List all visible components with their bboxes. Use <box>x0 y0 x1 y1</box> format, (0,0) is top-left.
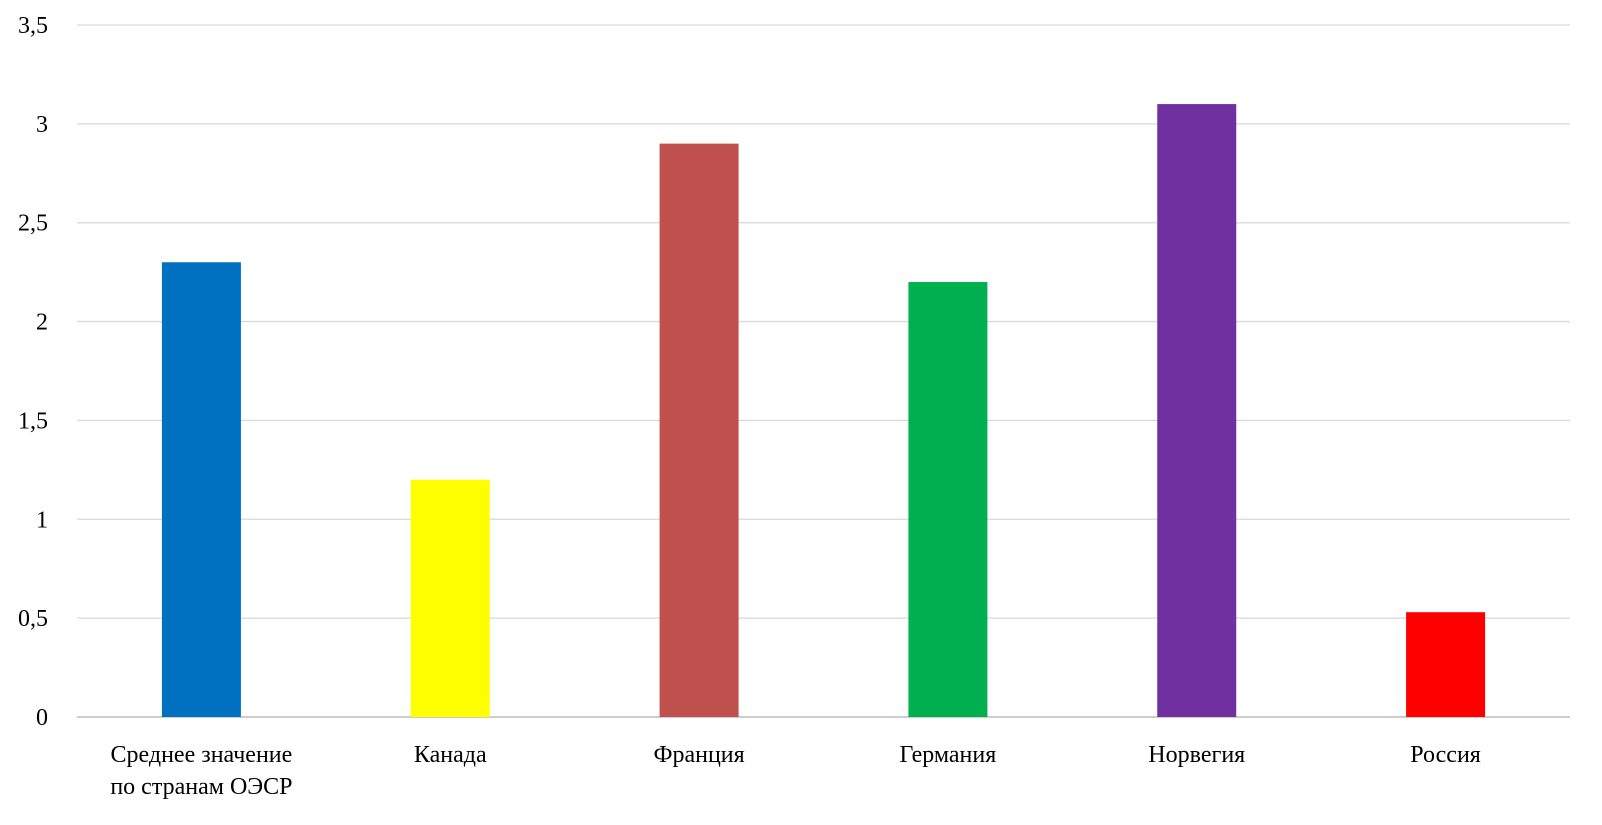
y-tick-label: 1 <box>36 507 48 533</box>
x-category-label: Франция <box>653 742 744 768</box>
y-tick-label: 3,5 <box>18 13 48 39</box>
gridlines <box>77 24 1570 718</box>
bars <box>161 104 1486 718</box>
y-tick-label: 0 <box>36 705 48 731</box>
x-category-label: Норвегия <box>1148 742 1245 768</box>
y-tick-label: 2,5 <box>18 211 48 237</box>
bar <box>1406 612 1486 717</box>
y-tick-label: 2 <box>36 310 48 336</box>
y-tick-label: 0,5 <box>18 606 48 632</box>
x-category-label-line: Франция <box>653 742 744 768</box>
x-category-label-line: Канада <box>414 742 487 768</box>
y-tick-label: 3 <box>36 112 48 138</box>
x-category-label-line: Норвегия <box>1148 742 1245 768</box>
x-category-label-line: Россия <box>1410 742 1481 768</box>
bar <box>410 479 490 717</box>
x-category-label: Канада <box>414 742 487 768</box>
bar <box>908 282 988 717</box>
bar <box>1157 104 1237 718</box>
x-category-label-line: Среднее значение <box>111 742 293 768</box>
x-category-label: Среднее значение по странам ОЭСР <box>110 742 292 800</box>
y-axis-tick-labels: 0 0,5 1 1,5 2 2,5 3 3,5 <box>18 13 48 731</box>
x-axis-category-labels: Среднее значение по странам ОЭСР Канада Фра… <box>110 742 1481 800</box>
y-tick-label: 1,5 <box>18 408 48 434</box>
x-category-label-line: Германия <box>900 742 997 768</box>
bar <box>161 262 241 717</box>
x-category-label: Германия <box>900 742 997 768</box>
x-category-label-line: по странам ОЭСР <box>110 774 292 800</box>
bar <box>659 143 739 718</box>
x-category-label: Россия <box>1410 742 1481 768</box>
